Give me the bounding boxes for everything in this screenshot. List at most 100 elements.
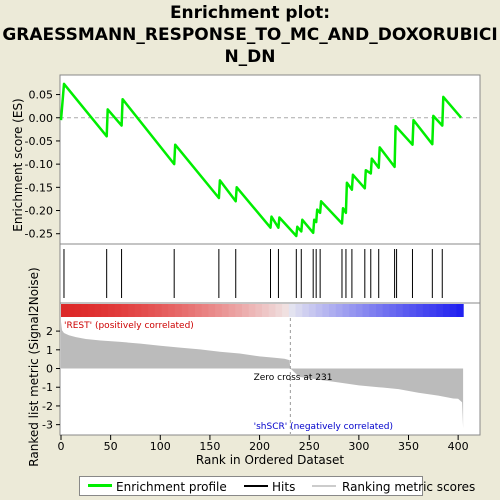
legend-hits-swatch — [244, 485, 268, 487]
heatmap-band — [389, 304, 397, 317]
heatmap-band — [429, 304, 437, 317]
heatmap-band — [174, 304, 183, 317]
heatmap-band — [188, 304, 196, 317]
heatmap-band — [168, 304, 176, 317]
heatmap-band — [161, 304, 169, 317]
heatmap-band — [443, 304, 451, 317]
heatmap-band — [87, 304, 96, 317]
chart-title: Enrichment plot: GRAESSMANN_RESPONSE_TO_… — [0, 2, 500, 68]
heatmap-band — [449, 304, 458, 317]
metric-y-tick-label: -3 — [42, 419, 53, 432]
heatmap-band — [288, 304, 297, 317]
heatmap-band — [416, 304, 424, 317]
title-line-1: Enrichment plot: — [169, 3, 331, 23]
heatmap-band — [375, 304, 384, 317]
positive-correlation-label: 'REST' (positively correlated) — [64, 321, 194, 331]
heatmap-band — [295, 304, 303, 317]
heatmap-band — [228, 304, 236, 317]
heatmap-band — [181, 304, 189, 317]
legend: Enrichment profile Hits Ranking metric s… — [79, 476, 475, 496]
es-y-tick-label: 0.00 — [29, 112, 54, 125]
heatmap-band — [221, 304, 230, 317]
x-tick-label: 250 — [299, 440, 320, 453]
heatmap-band — [248, 304, 256, 317]
es-y-tick-label: -0.20 — [25, 205, 53, 218]
x-axis: 0 50 100 150 200 250 300 350 400 — [58, 435, 469, 453]
title-line-3: N_DN — [224, 47, 276, 67]
heatmap-band — [422, 304, 431, 317]
heatmap-band — [349, 304, 357, 317]
es-y-tick-label: -0.15 — [25, 181, 53, 194]
heatmap-band — [342, 304, 350, 317]
rank-heatmap — [61, 304, 464, 317]
heatmap-band — [121, 304, 129, 317]
heatmap-band — [335, 304, 344, 317]
es-y-tick-label: 0.05 — [29, 89, 54, 102]
hits-group — [63, 249, 443, 298]
heatmap-band — [402, 304, 411, 317]
heatmap-band — [241, 304, 250, 317]
legend-ranking-label: Ranking metric scores — [342, 480, 476, 494]
metric-y-tick-label: -1 — [42, 381, 53, 394]
legend-enrichment-label: Enrichment profile — [116, 480, 227, 494]
x-tick-label: 0 — [58, 440, 65, 453]
es-line — [59, 82, 463, 238]
heatmap-band — [61, 304, 69, 317]
heatmap-band — [74, 304, 82, 317]
x-tick-label: 50 — [104, 440, 118, 453]
x-tick-label: 100 — [150, 440, 171, 453]
x-tick-label: 400 — [448, 440, 469, 453]
heatmap-band — [195, 304, 203, 317]
heatmap-band — [409, 304, 417, 317]
heatmap-band — [208, 304, 216, 317]
es-y-axis-label: Enrichment score (ES) — [11, 98, 25, 231]
es-y-tick-label: -0.10 — [25, 158, 53, 171]
heatmap-band — [362, 304, 370, 317]
heatmap-band — [134, 304, 143, 317]
zero-cross-label: Zero cross at 231 — [254, 373, 333, 383]
es-y-tick-label: -0.05 — [25, 135, 53, 148]
ranked-metric-area — [61, 321, 464, 429]
heatmap-band — [396, 304, 404, 317]
es-y-ticks: 0.05 0.00 -0.05 -0.10 -0.15 -0.20 -0.25 — [25, 89, 480, 241]
heatmap-band — [382, 304, 390, 317]
heatmap-band — [329, 304, 337, 317]
metric-y-ticks: 2 1 0 -1 -2 -3 — [42, 325, 60, 432]
legend-ranking-swatch — [312, 485, 336, 487]
heatmap-band — [436, 304, 444, 317]
x-tick-label: 200 — [249, 440, 270, 453]
heatmap-band — [94, 304, 102, 317]
heatmap-band — [67, 304, 76, 317]
x-axis-label: Rank in Ordered Dataset — [196, 453, 344, 467]
metric-y-tick-label: 0 — [46, 363, 53, 376]
heatmap-band — [308, 304, 317, 317]
heatmap-band — [201, 304, 210, 317]
heatmap-band — [282, 304, 290, 317]
heatmap-band — [255, 304, 263, 317]
heatmap-band — [262, 304, 270, 317]
heatmap-band — [355, 304, 364, 317]
metric-group — [61, 318, 464, 434]
x-tick-label: 350 — [398, 440, 419, 453]
heatmap-band — [128, 304, 136, 317]
heatmap-band — [154, 304, 163, 317]
heatmap-band — [81, 304, 89, 317]
legend-enrichment-swatch — [88, 484, 112, 487]
title-line-2: GRAESSMANN_RESPONSE_TO_MC_AND_DOXORUBICI — [2, 25, 498, 45]
heatmap-band — [322, 304, 330, 317]
negative-correlation-label: 'shSCR' (negatively correlated) — [254, 422, 393, 432]
heatmap-band — [107, 304, 116, 317]
metric-y-tick-label: 1 — [46, 344, 53, 357]
heatmap-band — [215, 304, 223, 317]
x-tick-label: 300 — [348, 440, 369, 453]
x-tick-label: 150 — [199, 440, 220, 453]
heatmap-band — [235, 304, 243, 317]
heatmap-band — [315, 304, 323, 317]
heatmap-band — [456, 304, 464, 317]
heatmap-band — [302, 304, 310, 317]
heatmap-band — [114, 304, 122, 317]
legend-hits-label: Hits — [272, 480, 296, 494]
heatmap-band — [148, 304, 156, 317]
heatmap-band — [141, 304, 149, 317]
